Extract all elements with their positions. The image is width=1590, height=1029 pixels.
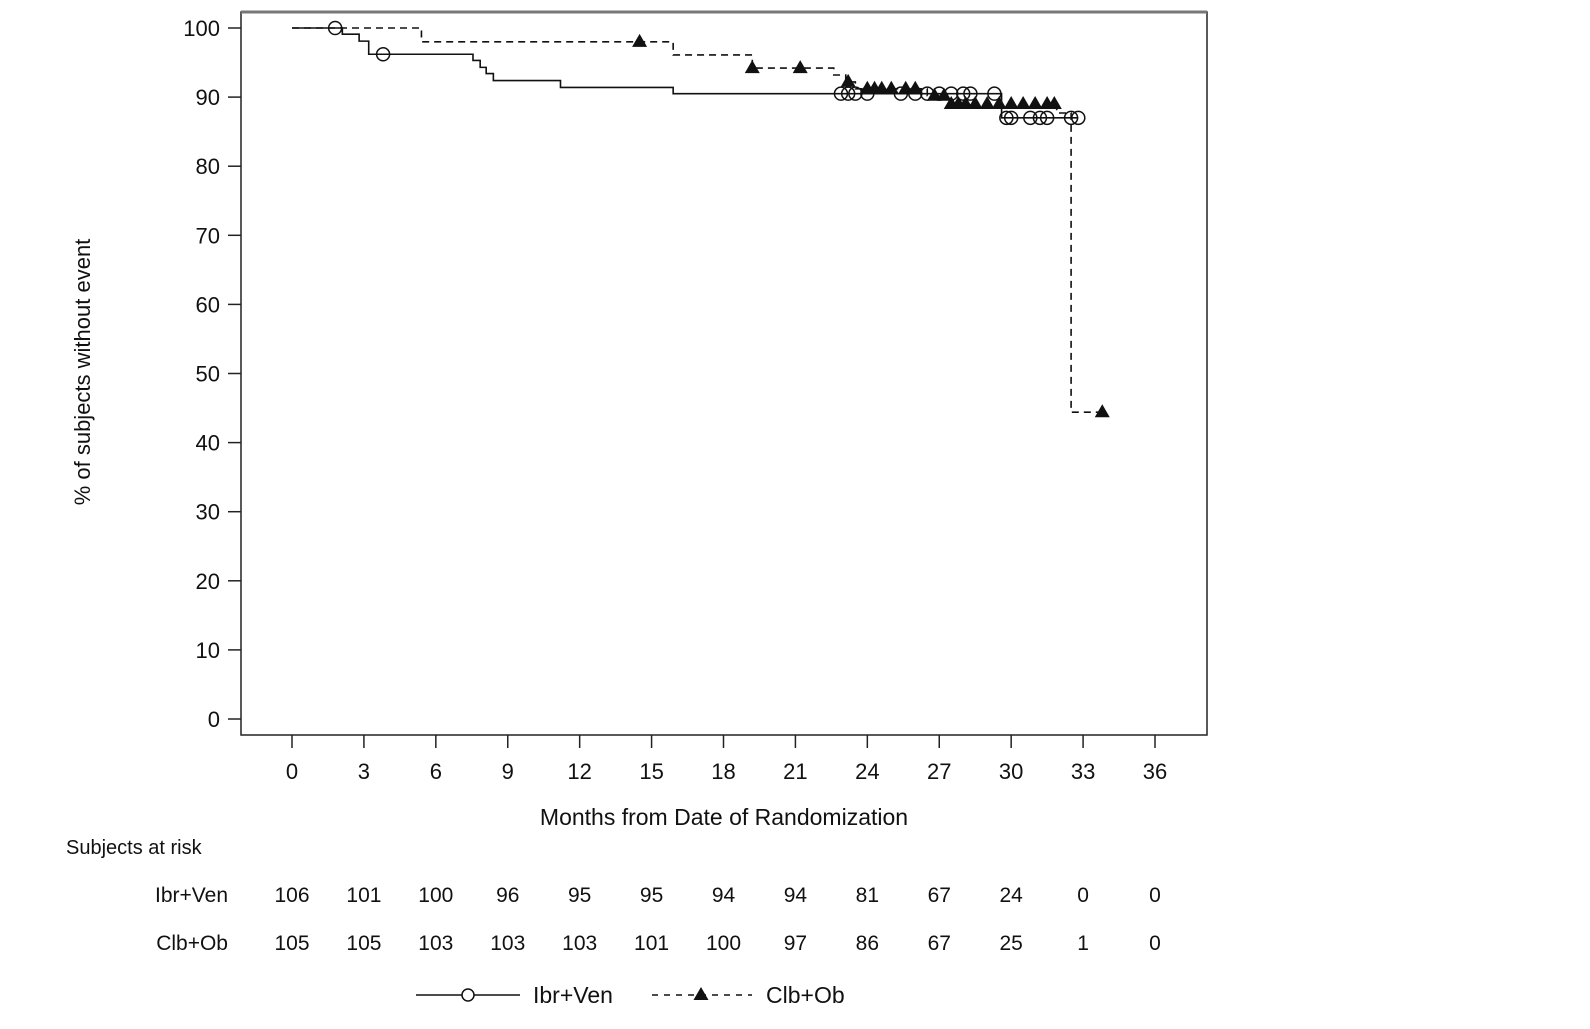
censor-marker-triangle [1003, 96, 1019, 110]
legend-circle-icon [461, 988, 475, 1002]
risk-count: 100 [706, 932, 741, 955]
risk-row-label: Ibr+Ven [155, 884, 228, 907]
censor-marker-triangle [907, 80, 923, 94]
legend: Ibr+Ven Clb+Ob [416, 982, 845, 1008]
risk-count: 86 [856, 932, 879, 955]
censor-marker-triangle [840, 73, 856, 87]
risk-count: 100 [418, 884, 453, 907]
risk-row-label: Clb+Ob [156, 932, 228, 955]
censor-marker-triangle [1015, 96, 1031, 110]
risk-count: 103 [490, 932, 525, 955]
legend-label: Clb+Ob [766, 982, 845, 1008]
censor-marker-triangle [936, 87, 952, 101]
censor-marker-triangle [991, 96, 1007, 110]
risk-count: 95 [568, 884, 591, 907]
censor-marker-triangle [898, 80, 914, 94]
risk-count: 67 [928, 884, 951, 907]
censor-marker-circle [987, 86, 1002, 101]
plot-frame [240, 11, 1208, 736]
risk-count: 67 [928, 932, 951, 955]
x-tick-label: 24 [855, 759, 879, 784]
x-tick-label: 12 [567, 759, 591, 784]
risk-count: 101 [634, 932, 669, 955]
y-tick-label: 80 [196, 154, 220, 179]
censor-marker-circle [375, 47, 391, 62]
y-tick-label: 20 [196, 569, 220, 594]
x-tick-label: 33 [1071, 759, 1095, 784]
censor-marker-triangle [979, 96, 995, 110]
risk-count: 97 [784, 932, 807, 955]
risk-table-title: Subjects at risk [66, 837, 203, 859]
y-tick-label: 90 [196, 85, 220, 110]
risk-count: 24 [999, 884, 1023, 907]
censor-marker-circle [955, 86, 971, 101]
censor-marker-triangle [958, 96, 974, 110]
risk-count: 25 [999, 932, 1022, 955]
censor-marker-circle [999, 110, 1014, 126]
risk-count: 95 [640, 884, 663, 907]
censor-marker-circle [1063, 110, 1079, 126]
censor-marker-triangle [1027, 96, 1043, 110]
risk-count: 101 [346, 884, 381, 907]
curve-clb-ob [292, 27, 1103, 413]
y-tick-label: 30 [196, 500, 220, 525]
legend-triangle-icon [693, 987, 709, 1000]
y-tick-label: 100 [183, 16, 220, 41]
risk-table: Ibr+Ven 106 101 100 96 95 95 94 94 81 67 24 0 0 Clb+Ob… [155, 884, 1161, 955]
risk-count: 0 [1149, 884, 1161, 907]
censor-marker-circle [1023, 110, 1038, 126]
censor-marker-circle [833, 86, 849, 101]
x-tick-label: 6 [430, 759, 442, 784]
risk-count: 94 [712, 884, 736, 907]
censor-marker-triangle [967, 96, 983, 110]
censor-marker-triangle [632, 33, 648, 47]
x-tick-label: 36 [1143, 759, 1167, 784]
risk-count: 0 [1149, 932, 1161, 955]
legend-label: Ibr+Ven [533, 982, 613, 1008]
risk-count: 0 [1077, 884, 1089, 907]
censor-marker-triangle [874, 80, 890, 94]
risk-count: 1 [1077, 932, 1089, 955]
risk-count: 106 [274, 884, 309, 907]
x-tick-label: 15 [639, 759, 663, 784]
x-tick-label: 30 [999, 759, 1023, 784]
censor-marker-triangle [1046, 96, 1062, 110]
y-tick-label: 40 [196, 431, 220, 456]
y-tick-label: 10 [196, 638, 220, 663]
censor-marker-triangle [926, 87, 942, 101]
y-tick-label: 70 [196, 223, 220, 248]
y-axis-label: % of subjects without event [70, 239, 95, 506]
risk-count: 105 [346, 932, 381, 955]
censor-marker-circle [840, 86, 856, 101]
x-tick-label: 3 [358, 759, 370, 784]
x-tick-label: 0 [286, 759, 298, 784]
x-tick-label: 9 [502, 759, 514, 784]
censor-marker-triangle [883, 80, 899, 94]
risk-count: 103 [418, 932, 453, 955]
censor-marker-circle [1032, 110, 1048, 126]
censor-marker-triangle [792, 60, 808, 74]
censor-marker-circle [1039, 110, 1055, 126]
y-tick-label: 0 [208, 707, 220, 732]
risk-count: 94 [784, 884, 808, 907]
censor-marker-triangle [1094, 404, 1110, 418]
risk-count: 103 [562, 932, 597, 955]
censor-marker-triangle [744, 60, 760, 74]
censor-marker-circle [1003, 110, 1019, 126]
censor-marker-circle [963, 86, 978, 101]
curve-ibr-ven [292, 27, 1079, 119]
risk-count: 96 [496, 884, 519, 907]
y-tick-label: 50 [196, 362, 220, 387]
x-axis-label: Months from Date of Randomization [540, 804, 908, 830]
survival-curves [292, 20, 1110, 418]
x-tick-label: 27 [927, 759, 951, 784]
risk-count: 81 [856, 884, 879, 907]
risk-count: 105 [274, 932, 309, 955]
y-tick-label: 60 [196, 292, 220, 317]
x-tick-label: 18 [711, 759, 735, 784]
x-tick-label: 21 [783, 759, 807, 784]
